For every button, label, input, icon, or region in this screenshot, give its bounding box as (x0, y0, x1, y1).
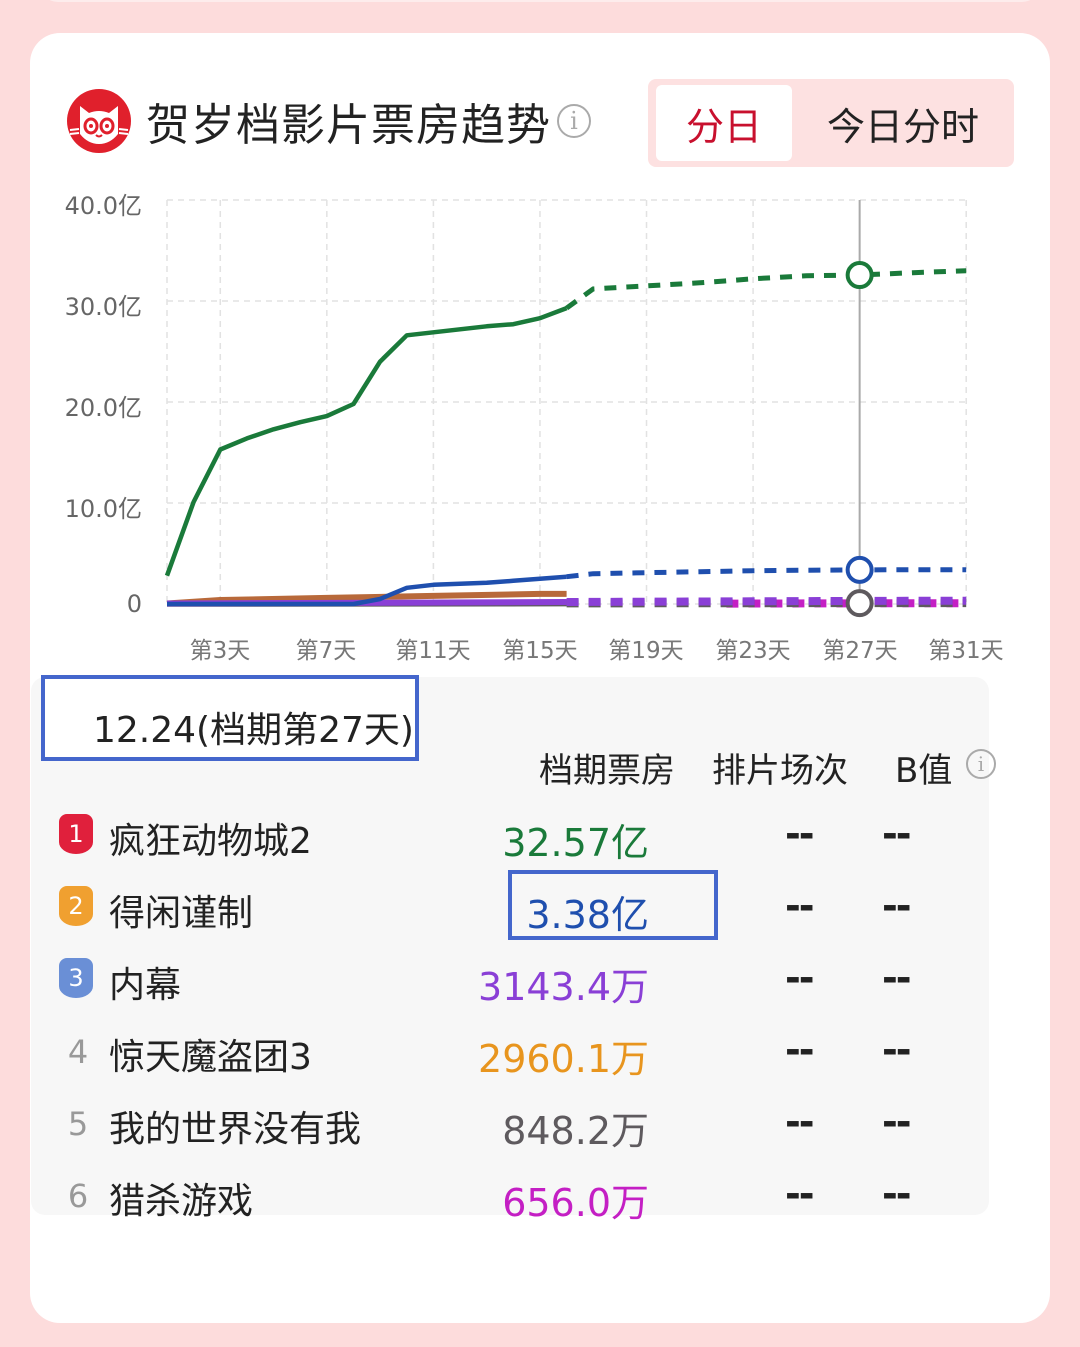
screenings-value: -- (785, 1100, 815, 1144)
rank-badge-icon: 1 (59, 814, 93, 854)
b-value: -- (882, 1028, 912, 1072)
table-row[interactable]: 5 我的世界没有我 848.2万 -- -- (31, 1090, 989, 1162)
x-tick-label: 第23天 (715, 638, 791, 664)
x-tick-label: 第19天 (608, 638, 684, 664)
screenings-value: -- (785, 812, 815, 856)
boxoffice-value: 3.38亿 (526, 893, 649, 937)
boxoffice-value: 3143.4万 (478, 965, 649, 1009)
view-toggle: 分日 今日分时 (648, 79, 1014, 167)
movie-name: 惊天魔盗团3 (109, 1037, 312, 1078)
movie-name: 疯狂动物城2 (109, 821, 312, 862)
series-line-actual (167, 574, 567, 607)
maoyan-cat-logo-icon (67, 89, 131, 153)
header-boxoffice: 档期票房 (539, 751, 675, 791)
date-highlight-box: 12.24(档期第27天) (41, 675, 419, 761)
rank-number: 6 (67, 1177, 89, 1215)
b-value: -- (882, 956, 912, 1000)
rank-number: 5 (67, 1105, 89, 1143)
b-value: -- (882, 1172, 912, 1216)
y-tick-label: 10.0亿 (64, 495, 142, 523)
rank-badge-icon: 2 (59, 886, 93, 926)
table-row[interactable]: 6 猎杀游戏 656.0万 -- -- (31, 1162, 989, 1234)
x-tick-label: 第31天 (928, 638, 1004, 664)
table-row[interactable]: 3 内幕 3143.4万 -- -- (31, 946, 989, 1018)
previous-card-edge (40, 0, 1040, 2)
tooltip-table: 12.24(档期第27天) 档期票房 排片场次 B值 i 1 疯狂动物城2 32.5… (31, 675, 996, 1225)
series-line-forecast (566, 567, 967, 580)
series-line-forecast (566, 596, 967, 606)
header-screenings: 排片场次 (712, 751, 848, 791)
selected-date: 12.24(档期第27天) (93, 710, 414, 751)
x-tick-label: 第15天 (502, 638, 578, 664)
header-b-value: B值 (895, 751, 953, 791)
tab-today-hourly[interactable]: 今日分时 (826, 104, 979, 149)
y-tick-label: 40.0亿 (64, 192, 142, 220)
info-icon[interactable]: i (557, 104, 591, 138)
y-tick-label: 20.0亿 (64, 394, 142, 422)
rank-number: 4 (67, 1033, 89, 1071)
data-point-marker[interactable] (845, 589, 874, 618)
boxoffice-value: 2960.1万 (478, 1037, 649, 1081)
movie-name: 内幕 (109, 965, 182, 1006)
boxoffice-value: 656.0万 (502, 1181, 649, 1225)
table-row[interactable]: 4 惊天魔盗团3 2960.1万 -- -- (31, 1018, 989, 1090)
movie-name: 我的世界没有我 (109, 1109, 362, 1150)
b-value-info-icon[interactable]: i (966, 749, 996, 779)
movie-name: 得闲谨制 (109, 893, 254, 934)
x-tick-label: 第3天 (189, 638, 251, 664)
series-line-actual (164, 305, 568, 577)
tab-daily[interactable]: 分日 (656, 85, 792, 161)
screenings-value: -- (785, 884, 815, 928)
x-tick-label: 第7天 (295, 638, 357, 664)
screenings-value: -- (785, 956, 815, 1000)
boxoffice-value: 848.2万 (502, 1109, 649, 1153)
table-row[interactable]: 1 疯狂动物城2 32.57亿 -- -- (31, 802, 989, 874)
boxoffice-value: 32.57亿 (502, 821, 649, 865)
b-value: -- (882, 884, 912, 928)
movie-name: 猎杀游戏 (109, 1181, 254, 1222)
x-tick-label: 第27天 (822, 638, 898, 664)
screenings-value: -- (785, 1028, 815, 1072)
table-row[interactable]: 2 得闲谨制 3.38亿 -- -- (31, 874, 989, 946)
b-value: -- (882, 812, 912, 856)
y-tick-label: 30.0亿 (64, 293, 142, 321)
b-value: -- (882, 1100, 912, 1144)
card-header: 贺岁档影片票房趋势 i (66, 88, 591, 154)
series-line-forecast (565, 268, 967, 311)
screenings-value: -- (785, 1172, 815, 1216)
y-tick-label: 0 (126, 590, 142, 618)
data-point-marker[interactable] (845, 261, 874, 290)
rank-badge-icon: 3 (59, 958, 93, 998)
data-point-marker[interactable] (845, 555, 874, 584)
boxoffice-highlight-box (508, 870, 718, 940)
line-chart-plot[interactable] (0, 0, 1080, 680)
chart-title: 贺岁档影片票房趋势 (146, 100, 551, 151)
x-tick-label: 第11天 (395, 638, 471, 664)
